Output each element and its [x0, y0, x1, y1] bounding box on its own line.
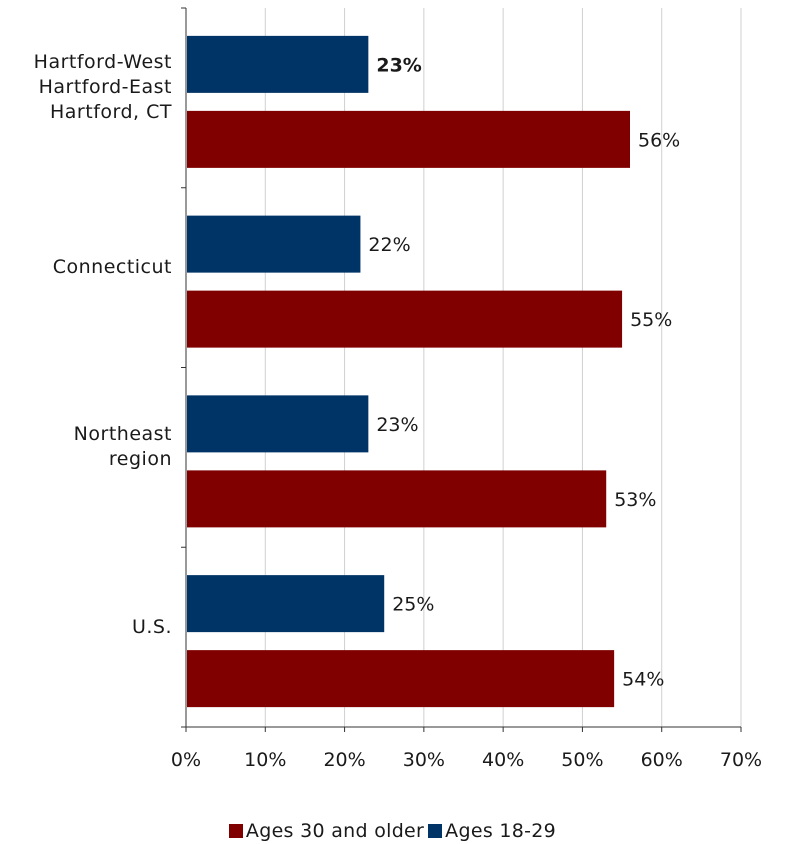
bar-ages-30-older — [187, 650, 615, 708]
data-label: 25% — [392, 594, 434, 616]
legend-item: Ages 18-29 — [428, 820, 556, 842]
x-tick-label: 0% — [171, 749, 201, 771]
bar-ages-18-29 — [187, 395, 369, 453]
x-tick-label: 50% — [561, 749, 603, 771]
data-label: 23% — [376, 54, 421, 76]
bar-ages-30-older — [187, 470, 607, 528]
legend: Ages 30 and older Ages 18-29 — [0, 820, 785, 843]
x-tick-label: 10% — [244, 749, 286, 771]
category-label: Northeast region — [73, 423, 172, 471]
category-label: Hartford-West Hartford-East Hartford, CT — [33, 51, 172, 124]
x-tick-label: 30% — [403, 749, 445, 771]
bar-ages-18-29 — [187, 575, 385, 633]
x-tick-label: 70% — [720, 749, 762, 771]
legend-item: Ages 30 and older — [228, 820, 425, 842]
category-labels: Hartford-West Hartford-East Hartford, CT… — [0, 0, 172, 844]
data-label: 54% — [622, 669, 664, 691]
bar-ages-18-29 — [187, 215, 361, 273]
legend-label: Ages 18-29 — [445, 820, 557, 842]
x-tick-label: 60% — [641, 749, 683, 771]
bar-ages-18-29 — [187, 35, 369, 93]
data-label: 22% — [368, 234, 410, 256]
x-tick-label: 40% — [482, 749, 524, 771]
category-label: U.S. — [131, 615, 172, 638]
data-label: 56% — [638, 129, 680, 151]
bar-ages-30-older — [187, 110, 630, 168]
x-tick-label: 20% — [323, 749, 365, 771]
category-label: Connecticut — [52, 256, 172, 279]
data-label: 55% — [630, 309, 672, 331]
data-label: 53% — [614, 489, 656, 511]
bar-ages-30-older — [187, 290, 623, 348]
legend-label: Ages 30 and older — [245, 820, 425, 842]
legend-swatch — [428, 824, 443, 838]
legend-swatch — [228, 824, 243, 838]
data-label: 23% — [376, 414, 418, 436]
